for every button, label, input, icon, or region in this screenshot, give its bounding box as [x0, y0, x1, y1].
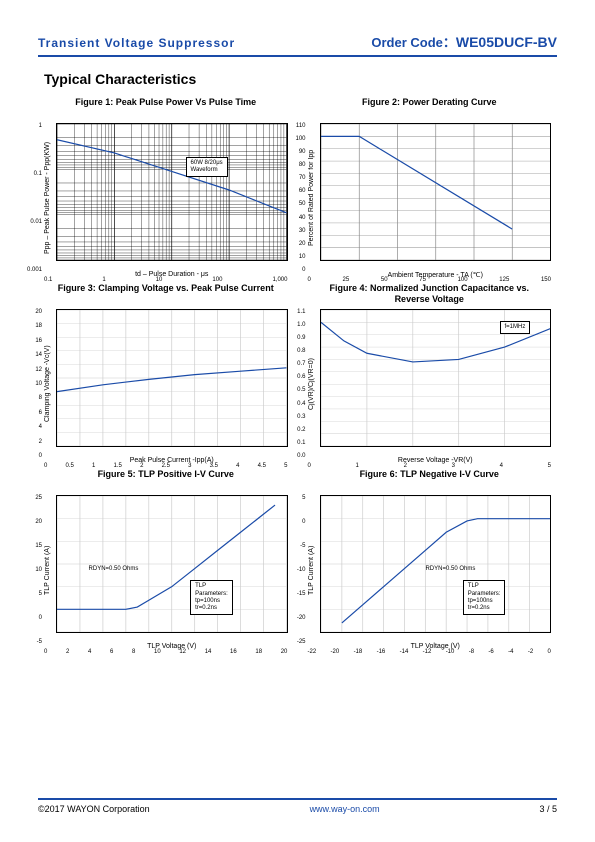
figure-3-xticks: 00.511.522.533.544.55 — [44, 463, 288, 469]
figure-1-yticks: 10.10.010.001 — [22, 123, 42, 273]
figure-1: Figure 1: Peak Pulse Power Vs Pulse Time… — [44, 97, 288, 273]
figure-6-chart: TLP Current (A) RDYN=0.50 Ohms TLPParame… — [308, 495, 552, 645]
figure-4-ylabel: Cj(VR)/Cj(VR=0) — [308, 309, 320, 459]
figure-3-plot — [56, 309, 288, 447]
figure-2-plot — [320, 123, 552, 261]
header-left: Transient Voltage Suppressor — [38, 36, 235, 50]
figure-1-xlabel: td – Pulse Duration - μs — [56, 261, 288, 273]
figure-6-yticks: 50-5-10-15-20-25 — [286, 495, 306, 645]
figure-1-title: Figure 1: Peak Pulse Power Vs Pulse Time — [44, 97, 288, 119]
figure-6-tlp-params: TLPParameters:tp=100nstr=0.2ns — [463, 580, 506, 615]
figure-5-ylabel: TLP Current (A) — [44, 495, 56, 645]
figure-6-xlabel: TLP Voltage (V) — [320, 633, 552, 645]
figure-2-title: Figure 2: Power Derating Curve — [308, 97, 552, 119]
figure-5-rdyn-label: RDYN=0.50 Ohms — [85, 564, 143, 575]
figure-3-title: Figure 3: Clamping Voltage vs. Peak Puls… — [44, 283, 288, 305]
figure-4-annotation: f=1MHz — [500, 321, 531, 334]
figure-1-annotation: 60W 8/20μsWaveform — [186, 157, 228, 177]
figure-4-plot: f=1MHz — [320, 309, 552, 447]
figure-4-title: Figure 4: Normalized Junction Capacitanc… — [308, 283, 552, 305]
figure-5-plot: RDYN=0.50 Ohms TLPParameters:tp=100nstr=… — [56, 495, 288, 633]
figure-2-xlabel: Ambient Temperature - TA (℃) — [320, 261, 552, 273]
figure-2-chart: Percent of Rated Power for Ipp 110100908… — [308, 123, 552, 273]
figure-5-xticks: 02468101214161820 — [44, 649, 288, 655]
figure-3-chart: Clamping Voltage -Vc(V) 2018161412108642… — [44, 309, 288, 459]
figure-5-chart: TLP Current (A) RDYN=0.50 Ohms TLPParame… — [44, 495, 288, 645]
figure-1-plot: 60W 8/20μsWaveform — [56, 123, 288, 261]
figure-4-xticks: 012345 — [308, 463, 552, 469]
figure-5: Figure 5: TLP Positive I-V Curve TLP Cur… — [44, 469, 288, 645]
figure-1-xticks: 0.11101001,000 — [44, 277, 288, 283]
figure-1-chart: Ppp – Peak Pulse Power - Ppp(KW) 60W 8/2… — [44, 123, 288, 273]
figure-2-xticks: 0255075100125150 — [308, 277, 552, 283]
order-code-value: WE05DUCF-BV — [456, 34, 557, 50]
figure-2-ylabel: Percent of Rated Power for Ipp — [308, 123, 320, 273]
figure-4-chart: Cj(VR)/Cj(VR=0) f=1MHz 1.11.00.90.80.70.… — [308, 309, 552, 459]
figure-4: Figure 4: Normalized Junction Capacitanc… — [308, 283, 552, 459]
figure-6: Figure 6: TLP Negative I-V Curve TLP Cur… — [308, 469, 552, 645]
figure-3: Figure 3: Clamping Voltage vs. Peak Puls… — [44, 283, 288, 459]
figure-6-ylabel: TLP Current (A) — [308, 495, 320, 645]
figure-5-xlabel: TLP Voltage (V) — [56, 633, 288, 645]
figure-5-title: Figure 5: TLP Positive I-V Curve — [44, 469, 288, 491]
section-title: Typical Characteristics — [44, 71, 557, 87]
figure-3-yticks: 20181614121086420 — [22, 309, 42, 459]
footer-url: www.way-on.com — [310, 804, 380, 814]
figure-6-title: Figure 6: TLP Negative I-V Curve — [308, 469, 552, 491]
figure-6-plot: RDYN=0.50 Ohms TLPParameters:tp=100nstr=… — [320, 495, 552, 633]
figure-1-ylabel: Ppp – Peak Pulse Power - Ppp(KW) — [44, 123, 56, 273]
charts-grid: Figure 1: Peak Pulse Power Vs Pulse Time… — [38, 97, 557, 645]
footer-page-number: 3 / 5 — [539, 804, 557, 814]
figure-2-yticks: 1101009080706050403020100 — [286, 123, 306, 273]
figure-6-rdyn-label: RDYN=0.50 Ohms — [421, 564, 479, 575]
figure-2: Figure 2: Power Derating Curve Percent o… — [308, 97, 552, 273]
figure-6-xticks: -22-20-18-16-14-12-10-8-6-4-20 — [308, 649, 552, 655]
figure-3-xlabel: Peak Pulse Current -Ipp(A) — [56, 447, 288, 459]
page-footer: ©2017 WAYON Corporation www.way-on.com 3… — [38, 798, 557, 814]
figure-4-xlabel: Reverse Voltage -VR(V) — [320, 447, 552, 459]
figure-3-ylabel: Clamping Voltage -Vc(V) — [44, 309, 56, 459]
header-right: Order Code：WE05DUCF-BV — [371, 32, 557, 51]
figure-5-tlp-params: TLPParameters:tp=100nstr=0.2ns — [190, 580, 233, 615]
order-code-label: Order Code： — [371, 35, 456, 50]
page-header: Transient Voltage Suppressor Order Code：… — [38, 32, 557, 57]
figure-4-yticks: 1.11.00.90.80.70.60.50.40.30.20.10.0 — [286, 309, 306, 459]
footer-copyright: ©2017 WAYON Corporation — [38, 804, 150, 814]
figure-5-yticks: 2520151050-5 — [22, 495, 42, 645]
